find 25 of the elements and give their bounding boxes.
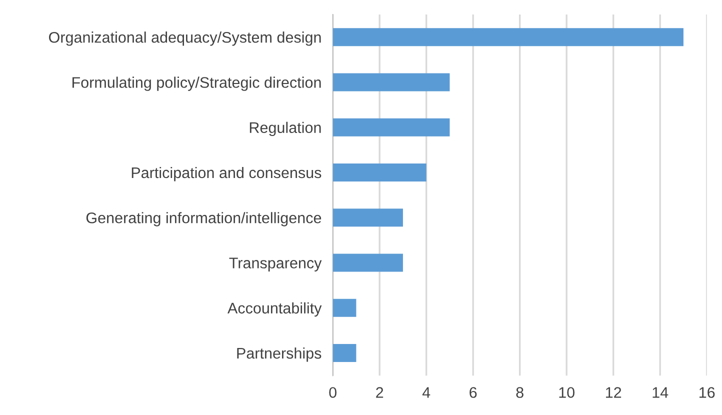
y-tick-label: Generating information/intelligence (86, 212, 322, 226)
y-tick-label: Formulating policy/Strategic direction (72, 76, 321, 91)
x-tick-label: 14 (652, 387, 668, 398)
y-tick-label: Partnerships (237, 347, 322, 362)
bar (332, 118, 450, 136)
bar (332, 73, 450, 92)
x-tick-label: 10 (559, 387, 574, 398)
x-tick-label: 2 (376, 387, 384, 398)
bar (332, 208, 403, 227)
x-tick-label: 6 (470, 387, 477, 398)
bar (332, 344, 356, 362)
x-tick-label: 8 (516, 387, 524, 398)
x-tick-label: 0 (329, 387, 336, 398)
x-tick-label: 16 (700, 387, 715, 398)
x-tick-label: 4 (422, 387, 430, 398)
y-tick-label: Regulation (250, 122, 321, 136)
bar (332, 28, 684, 46)
y-tick-label: Organizational adequacy/System design (49, 32, 321, 46)
x-tick-label: 12 (606, 387, 622, 398)
y-tick-label: Participation and consensus (132, 166, 322, 182)
y-tick-label: Accountability (228, 302, 322, 317)
bar (332, 163, 426, 182)
bar (332, 254, 403, 272)
y-tick-label: Transparency (229, 258, 322, 272)
bar (332, 298, 356, 317)
